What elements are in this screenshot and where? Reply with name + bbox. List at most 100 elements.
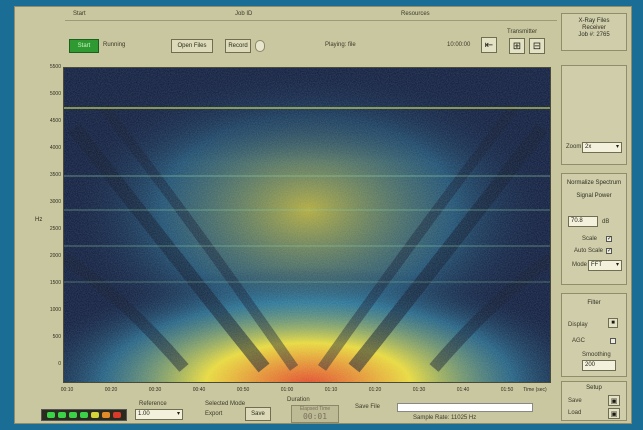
info-title: X-Ray Files [578, 18, 610, 24]
x-tick: 01:00 [280, 387, 294, 393]
app-window: Start Job ID Resources Start Running Ope… [14, 6, 632, 424]
level-led [69, 412, 77, 418]
y-tick: 3000 [49, 199, 61, 205]
zoom-label: Zoom [566, 144, 582, 150]
x-tick: 01:10 [324, 387, 338, 393]
auto-scale-checkbox[interactable]: ✓ [606, 248, 613, 254]
y-tick: 1500 [49, 280, 61, 286]
y-tick: 2500 [49, 226, 61, 232]
level-led [80, 412, 88, 418]
selected-mode-value: Export [205, 411, 223, 417]
x-tick: 01:50 [500, 387, 514, 393]
y-tick: 2000 [49, 253, 61, 259]
y-tick: 4000 [49, 145, 61, 151]
info-panel: X-Ray Files Receiver Job #: 2765 [561, 13, 627, 51]
load-setup-label: Load [568, 410, 582, 416]
setup-title: Setup [586, 385, 602, 391]
level-meter [41, 409, 127, 421]
chevron-down-icon: ▾ [615, 144, 619, 150]
x-tick: 01:30 [412, 387, 426, 393]
x-tick: 01:20 [368, 387, 382, 393]
time-readout: 10:00:00 [447, 42, 471, 48]
file-path-input[interactable] [397, 403, 533, 412]
mode-select[interactable]: FFT ▾ [588, 260, 622, 271]
filter-title: Filter [587, 300, 601, 306]
elapsed-time-value: 00:01 [302, 412, 328, 421]
selected-mode-label: Selected Mode [205, 401, 246, 407]
x-axis-end-label: Time (sec) [523, 387, 547, 393]
y-tick: 3500 [49, 172, 61, 178]
level-led [102, 412, 110, 418]
start-button[interactable]: Start [69, 39, 99, 53]
agc-label: AGC [572, 338, 586, 344]
display-label: Display [568, 322, 588, 328]
x-tick: 00:40 [192, 387, 206, 393]
chevron-down-icon: ▾ [615, 262, 619, 268]
x-tick: 00:10 [60, 387, 74, 393]
x-tick: 00:30 [148, 387, 162, 393]
toolbar: Start Running Open Files Record Playing:… [63, 29, 563, 57]
lock-icon[interactable]: ⊟ [529, 38, 545, 54]
rewind-icon[interactable]: ⇤ [481, 37, 497, 53]
menu-resources[interactable]: Resources [401, 11, 430, 17]
zoom-panel: Zoom 2x ▾ [561, 65, 627, 165]
setup-panel: Setup Save ▣ Load ▣ [561, 381, 627, 421]
record-button[interactable]: Record [225, 39, 251, 53]
playback-text: Playing: file [325, 42, 356, 48]
spectrum-title: Normalize Spectrum [566, 180, 622, 186]
record-toggle[interactable] [255, 40, 265, 52]
smoothing-input[interactable]: 200 [582, 360, 616, 371]
level-led [91, 412, 99, 418]
top-menu-bar: Start Job ID Resources [65, 10, 557, 21]
y-tick: 1000 [49, 307, 61, 313]
save-setup-label: Save [568, 398, 582, 404]
y-tick: 500 [52, 334, 61, 340]
info-line1: Receiver [582, 25, 606, 31]
level-led [113, 412, 121, 418]
y-tick: 5000 [49, 91, 61, 97]
zoom-select[interactable]: 2x ▾ [582, 142, 622, 153]
chevron-down-icon: ▾ [176, 411, 180, 417]
power-unit: dB [602, 219, 610, 225]
mode-label: Mode [572, 262, 588, 268]
scale-label: Scale [582, 236, 598, 242]
y-tick: 5500 [49, 64, 61, 70]
y-tick: 4500 [49, 118, 61, 124]
y-tick: 0 [58, 361, 61, 367]
info-line2: Job #: 2765 [578, 32, 610, 38]
x-tick: 00:20 [104, 387, 118, 393]
x-tick: 00:50 [236, 387, 250, 393]
spectrogram-svg [64, 68, 550, 382]
transmitter-icon[interactable]: ⊞ [509, 38, 525, 54]
open-files-button[interactable]: Open Files [171, 39, 213, 53]
power-input[interactable]: 70.8 [568, 216, 598, 227]
x-tick: 01:40 [456, 387, 470, 393]
scale-checkbox[interactable]: ✓ [606, 236, 613, 242]
display-icon[interactable]: ■ [608, 318, 618, 328]
level-led [47, 412, 55, 418]
reference-label: Reference [139, 401, 167, 407]
spectrum-panel: Normalize Spectrum Signal Power 70.8 dB … [561, 173, 627, 285]
spectrogram-plot[interactable] [63, 67, 551, 383]
save-file-label: Save File [355, 404, 381, 410]
duration-label: Duration [287, 397, 310, 403]
transmitter-label: Transmitter [507, 29, 538, 35]
save-icon[interactable]: ▣ [608, 395, 620, 406]
file-info-text: Sample Rate: 11025 Hz [413, 415, 477, 421]
menu-start[interactable]: Start [73, 11, 86, 17]
save-button[interactable]: Save [245, 407, 271, 421]
auto-scale-label: Auto Scale [574, 248, 604, 254]
elapsed-time-box: Elapsed Time 00:01 [291, 405, 339, 423]
level-led [58, 412, 66, 418]
status-label: Running [103, 42, 126, 48]
menu-job[interactable]: Job ID [235, 11, 253, 17]
spectrum-subtitle: Signal Power [576, 193, 612, 199]
reference-select[interactable]: 1.00 ▾ [135, 409, 183, 420]
y-axis-label: Hz [35, 217, 43, 223]
bottom-bar: Reference 1.00 ▾ Selected Mode Export Sa… [15, 395, 633, 425]
smoothing-label: Smoothing [582, 352, 611, 358]
filter-panel: Filter Display ■ AGC Smoothing 200 [561, 293, 627, 377]
elapsed-time-label: Elapsed Time [299, 406, 331, 412]
load-icon[interactable]: ▣ [608, 408, 620, 419]
agc-checkbox[interactable] [610, 338, 616, 344]
